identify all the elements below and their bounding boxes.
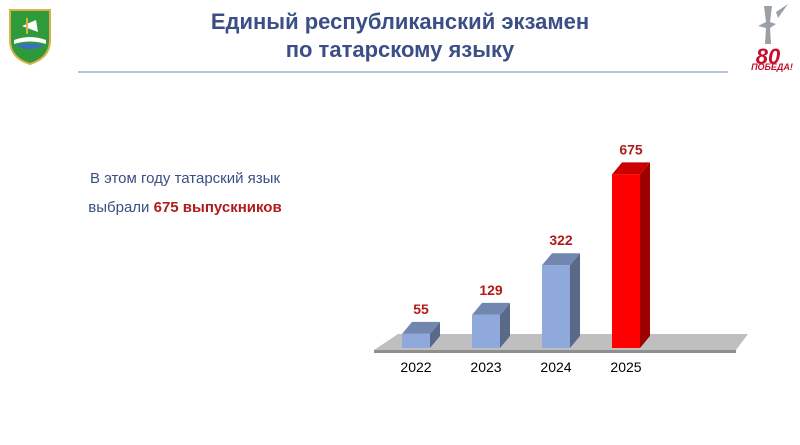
victory-80-logo-icon: 80 — [756, 4, 788, 69]
bar-side-2023 — [500, 302, 510, 348]
summary-caption: В этом году татарский язык выбрали 675 в… — [40, 164, 330, 222]
bar-side-2024 — [570, 253, 580, 348]
bar-side-2022 — [430, 321, 440, 348]
city-emblem-icon — [9, 9, 51, 66]
data-label-2025: 675 — [619, 141, 643, 157]
caption-highlight: 675 выпускников — [153, 199, 282, 216]
chart-floor-edge — [374, 350, 736, 353]
page-title: Единый республиканский экзамен по татарс… — [120, 8, 680, 64]
x-tick-label-2025: 2025 — [610, 359, 641, 375]
bar-side-2025 — [640, 162, 650, 348]
bar-2022 — [402, 333, 430, 348]
victory-word: ПОБЕДА! — [751, 62, 793, 72]
title-line-1: Единый республиканский экзамен — [210, 9, 590, 34]
bar-chart: 55 2022 129 2023 322 2024 675 2025 — [374, 141, 748, 375]
caption-line-2: выбрали 675 выпускников — [40, 193, 330, 222]
bar-2023 — [472, 314, 500, 348]
bar-2024 — [542, 265, 570, 348]
data-label-2022: 55 — [413, 301, 429, 317]
data-label-2023: 129 — [479, 282, 503, 298]
victory-number: 80 — [756, 44, 781, 69]
title-divider — [78, 71, 728, 73]
bar-top-2022 — [402, 321, 440, 334]
x-tick-label-2023: 2023 — [470, 359, 501, 375]
x-tick-label-2022: 2022 — [400, 359, 431, 375]
x-tick-label-2024: 2024 — [540, 359, 571, 375]
bar-2025 — [612, 174, 640, 348]
caption-prefix: выбрали — [88, 199, 154, 216]
bar-top-2023 — [472, 302, 510, 315]
caption-line-1: В этом году татарский язык — [89, 170, 281, 187]
bar-top-2024 — [542, 253, 580, 266]
title-line-2: по татарскому языку — [285, 37, 515, 62]
bar-top-2025 — [612, 162, 650, 175]
data-label-2024: 322 — [549, 232, 573, 248]
